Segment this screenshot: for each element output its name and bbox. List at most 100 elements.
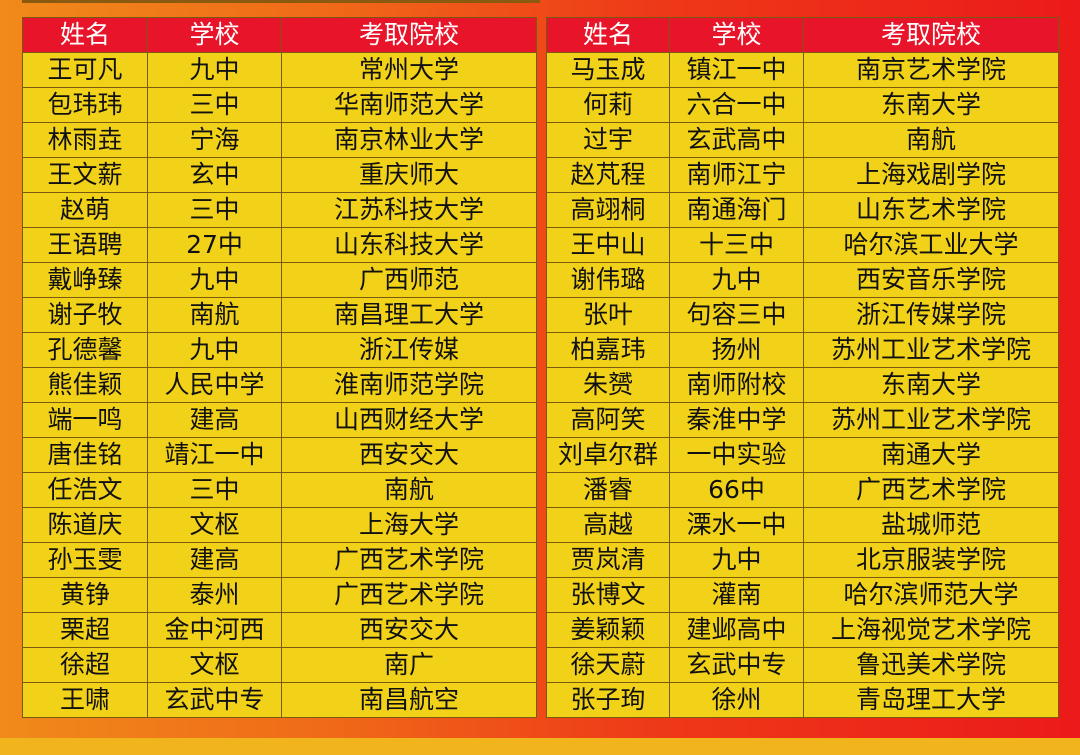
school: 九中 [147, 52, 282, 88]
university: 上海大学 [281, 507, 537, 543]
student-name: 贾岚清 [546, 542, 670, 578]
university: 南航 [281, 472, 537, 508]
table-row: 高越 溧水一中 盐城师范 [546, 507, 1059, 543]
table-row: 王可凡 九中 常州大学 [22, 52, 537, 88]
school: 66中 [669, 472, 804, 508]
student-name: 徐超 [22, 647, 148, 683]
table-row: 徐天蔚 玄武中专 鲁迅美术学院 [546, 647, 1059, 683]
university: 南通大学 [803, 437, 1059, 473]
school: 十三中 [669, 227, 804, 263]
school: 镇江一中 [669, 52, 804, 88]
university: 上海视觉艺术学院 [803, 612, 1059, 648]
student-name: 熊佳颖 [22, 367, 148, 403]
student-name: 徐天蔚 [546, 647, 670, 683]
school: 秦淮中学 [669, 402, 804, 438]
school: 三中 [147, 192, 282, 228]
table-row: 栗超 金中河西 西安交大 [22, 612, 537, 648]
student-name: 赵萌 [22, 192, 148, 228]
school: 金中河西 [147, 612, 282, 648]
school: 靖江一中 [147, 437, 282, 473]
university: 山东科技大学 [281, 227, 537, 263]
student-name: 柏嘉玮 [546, 332, 670, 368]
university: 华南师范大学 [281, 87, 537, 123]
header-university: 考取院校 [281, 17, 537, 53]
school: 南师附校 [669, 367, 804, 403]
table-row: 戴峥臻 九中 广西师范 [22, 262, 537, 298]
school: 三中 [147, 472, 282, 508]
university: 西安交大 [281, 612, 537, 648]
university: 南昌理工大学 [281, 297, 537, 333]
table-row: 刘卓尔群 一中实验 南通大学 [546, 437, 1059, 473]
table-row: 马玉成 镇江一中 南京艺术学院 [546, 52, 1059, 88]
table-row: 徐超 文枢 南广 [22, 647, 537, 683]
school: 一中实验 [669, 437, 804, 473]
school: 九中 [147, 262, 282, 298]
table-row: 王啸 玄武中专 南昌航空 [22, 682, 537, 718]
school: 文枢 [147, 507, 282, 543]
school: 扬州 [669, 332, 804, 368]
student-name: 高翊桐 [546, 192, 670, 228]
school: 文枢 [147, 647, 282, 683]
table-row: 王中山 十三中 哈尔滨工业大学 [546, 227, 1059, 263]
student-name: 马玉成 [546, 52, 670, 88]
school: 南航 [147, 297, 282, 333]
university: 苏州工业艺术学院 [803, 402, 1059, 438]
header-school: 学校 [669, 17, 804, 53]
student-name: 戴峥臻 [22, 262, 148, 298]
university: 哈尔滨工业大学 [803, 227, 1059, 263]
university: 浙江传媒 [281, 332, 537, 368]
university: 南昌航空 [281, 682, 537, 718]
university: 淮南师范学院 [281, 367, 537, 403]
student-name: 何莉 [546, 87, 670, 123]
table-row: 朱赟 南师附校 东南大学 [546, 367, 1059, 403]
table-row: 王语聘 27中 山东科技大学 [22, 227, 537, 263]
student-name: 唐佳铭 [22, 437, 148, 473]
student-name: 包玮玮 [22, 87, 148, 123]
student-name: 高阿笑 [546, 402, 670, 438]
student-name: 张叶 [546, 297, 670, 333]
student-name: 陈道庆 [22, 507, 148, 543]
student-name: 黄铮 [22, 577, 148, 613]
university: 盐城师范 [803, 507, 1059, 543]
header-name: 姓名 [546, 17, 670, 53]
school: 九中 [147, 332, 282, 368]
student-name: 林雨垚 [22, 122, 148, 158]
student-name: 王可凡 [22, 52, 148, 88]
student-name: 刘卓尔群 [546, 437, 670, 473]
table-row: 包玮玮 三中 华南师范大学 [22, 87, 537, 123]
student-name: 朱赟 [546, 367, 670, 403]
school: 建高 [147, 542, 282, 578]
university: 广西艺术学院 [281, 542, 537, 578]
student-name: 姜颖颖 [546, 612, 670, 648]
table-row: 林雨垚 宁海 南京林业大学 [22, 122, 537, 158]
university: 苏州工业艺术学院 [803, 332, 1059, 368]
school: 三中 [147, 87, 282, 123]
header-row: 姓名 学校 考取院校 [22, 17, 537, 53]
header-name: 姓名 [22, 17, 148, 53]
table-row: 谢子牧 南航 南昌理工大学 [22, 297, 537, 333]
school: 南师江宁 [669, 157, 804, 193]
university: 鲁迅美术学院 [803, 647, 1059, 683]
table-row: 高翊桐 南通海门 山东艺术学院 [546, 192, 1059, 228]
table-row: 张子珣 徐州 青岛理工大学 [546, 682, 1059, 718]
header-university: 考取院校 [803, 17, 1059, 53]
university: 上海戏剧学院 [803, 157, 1059, 193]
university: 南航 [803, 122, 1059, 158]
student-name: 栗超 [22, 612, 148, 648]
student-name: 王语聘 [22, 227, 148, 263]
admission-table-left: 姓名 学校 考取院校 王可凡 九中 常州大学 包玮玮 三中 华南师范大学 林雨垚 宁海 南京林业… [22, 17, 537, 718]
university: 北京服装学院 [803, 542, 1059, 578]
bottom-band [0, 738, 1080, 755]
table-row: 唐佳铭 靖江一中 西安交大 [22, 437, 537, 473]
university: 东南大学 [803, 87, 1059, 123]
header-row: 姓名 学校 考取院校 [546, 17, 1059, 53]
table-row: 王文薪 玄中 重庆师大 [22, 157, 537, 193]
university: 山东艺术学院 [803, 192, 1059, 228]
school: 玄武高中 [669, 122, 804, 158]
student-name: 孙玉雯 [22, 542, 148, 578]
header-school: 学校 [147, 17, 282, 53]
student-name: 王中山 [546, 227, 670, 263]
university: 广西师范 [281, 262, 537, 298]
table-row: 张叶 句容三中 浙江传媒学院 [546, 297, 1059, 333]
university: 东南大学 [803, 367, 1059, 403]
